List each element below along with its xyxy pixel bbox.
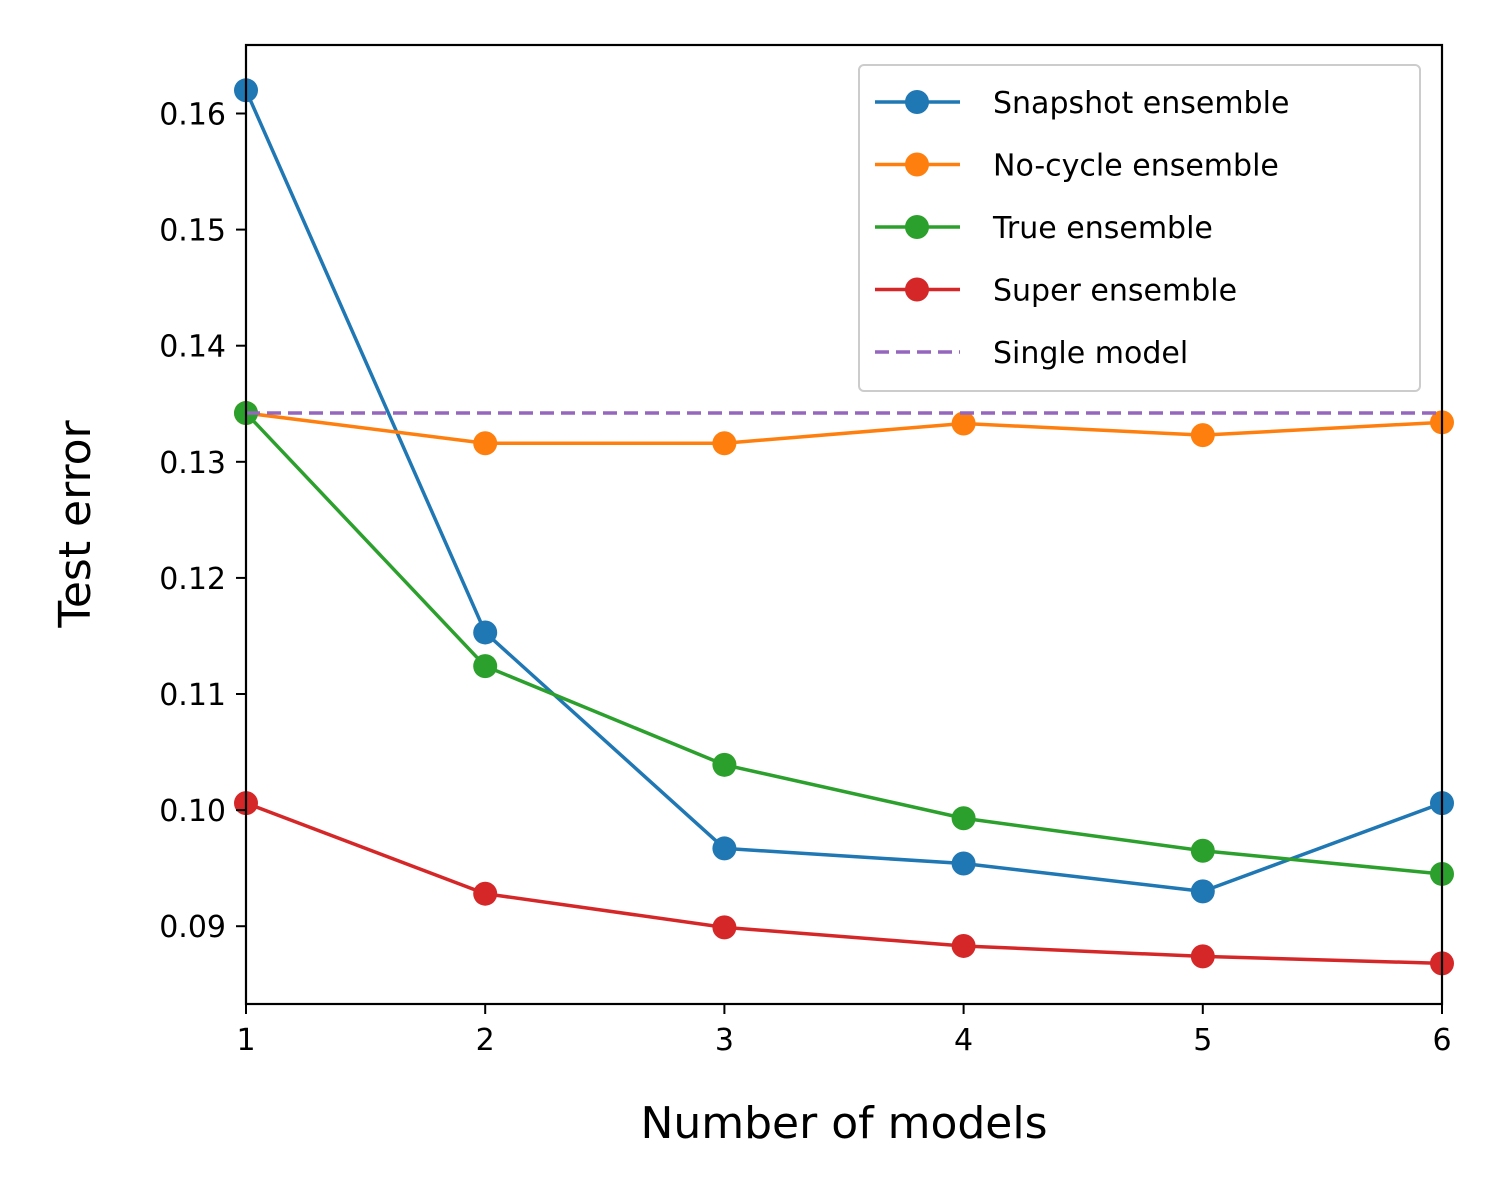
data-point xyxy=(951,851,976,876)
series-line xyxy=(244,89,1443,894)
x-tick-label: 2 xyxy=(476,1023,495,1058)
data-point xyxy=(712,752,737,777)
legend-marker xyxy=(905,215,929,239)
y-axis-label: Test error xyxy=(50,420,101,629)
series-3 xyxy=(234,791,1454,976)
series-1 xyxy=(234,401,1454,456)
legend-item: No-cycle ensemble xyxy=(875,149,1279,184)
series-line xyxy=(245,801,1443,966)
legend-item: Single model xyxy=(875,336,1188,371)
x-tick-label: 1 xyxy=(236,1023,255,1058)
data-point xyxy=(473,654,498,679)
series-line xyxy=(245,411,1443,445)
y-tick-label: 0.12 xyxy=(159,562,226,597)
legend-item: True ensemble xyxy=(875,211,1213,246)
y-tick-label: 0.11 xyxy=(159,678,226,713)
legend-label: Super ensemble xyxy=(993,274,1237,309)
plot-lines xyxy=(234,78,1454,976)
legend: Snapshot ensemble No-cycle ensemble True e… xyxy=(858,64,1421,392)
data-point xyxy=(712,915,737,940)
x-tick-label: 5 xyxy=(1193,1023,1212,1058)
data-point xyxy=(473,620,498,645)
y-tick-label: 0.16 xyxy=(159,98,226,133)
legend-label: True ensemble xyxy=(992,211,1213,246)
x-tick-label: 3 xyxy=(715,1023,734,1058)
x-axis: 1 2 3 4 5 6 xyxy=(236,1004,1452,1058)
y-tick-label: 0.15 xyxy=(159,214,226,249)
y-tick-label: 0.10 xyxy=(159,794,226,829)
data-point xyxy=(951,806,976,831)
data-point xyxy=(1190,838,1215,863)
data-point xyxy=(951,411,976,436)
data-point xyxy=(473,431,498,456)
y-tick-label: 0.09 xyxy=(159,910,226,945)
y-axis: 0.09 0.10 0.11 0.12 0.13 0.14 0.15 0.16 xyxy=(159,98,246,945)
legend-marker xyxy=(905,90,929,114)
data-point xyxy=(951,933,976,958)
legend-marker xyxy=(905,277,929,302)
data-point xyxy=(712,836,737,861)
legend-item: Super ensemble xyxy=(875,274,1237,309)
legend-frame xyxy=(858,64,1421,392)
series-0 xyxy=(234,78,1454,904)
data-point xyxy=(1190,423,1215,448)
y-tick-label: 0.14 xyxy=(159,330,226,365)
legend-label: Single model xyxy=(993,336,1188,371)
legend-item: Snapshot ensemble xyxy=(875,86,1289,121)
legend-marker xyxy=(905,152,929,177)
plot-frame xyxy=(244,43,1444,1006)
x-tick-label: 6 xyxy=(1432,1023,1451,1058)
x-axis-label: Number of models xyxy=(640,1098,1047,1149)
data-point xyxy=(1190,944,1215,969)
legend-label: No-cycle ensemble xyxy=(993,149,1279,184)
series-line xyxy=(244,411,1443,876)
y-tick-label: 0.13 xyxy=(159,446,226,481)
legend-label: Snapshot ensemble xyxy=(993,86,1289,121)
data-point xyxy=(1190,879,1215,904)
data-point xyxy=(473,881,498,906)
data-point xyxy=(712,431,737,456)
x-tick-label: 4 xyxy=(954,1023,973,1058)
